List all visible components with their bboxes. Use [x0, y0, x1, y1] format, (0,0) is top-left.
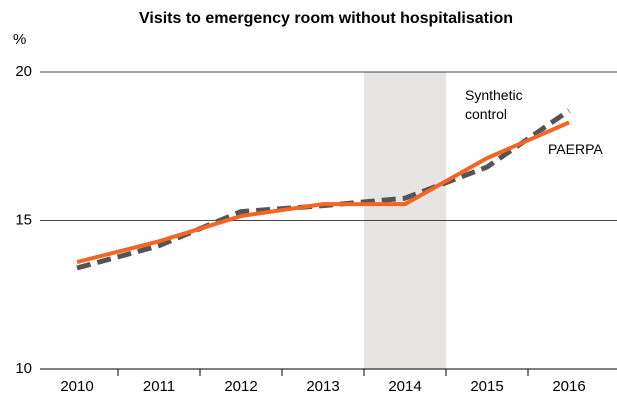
x-tick-label: 2014: [388, 378, 421, 395]
x-tick-label: 2016: [552, 378, 585, 395]
chart-title: Visits to emergency room without hospita…: [139, 10, 513, 27]
y-tick-label: 10: [15, 360, 32, 377]
x-tick-label: 2010: [60, 378, 93, 395]
x-tick-label: 2012: [224, 378, 257, 395]
series-label: PAERPA: [548, 141, 603, 157]
series-label: Synthetic control: [465, 87, 523, 122]
x-tick-label: 2013: [306, 378, 339, 395]
x-tick-label: 2015: [470, 378, 503, 395]
y-tick-label: 15: [15, 211, 32, 228]
series-line: [76, 120, 570, 265]
y-tick-label: 20: [15, 63, 32, 80]
x-tick-label: 2011: [143, 378, 175, 395]
y-axis-unit: %: [13, 31, 26, 48]
